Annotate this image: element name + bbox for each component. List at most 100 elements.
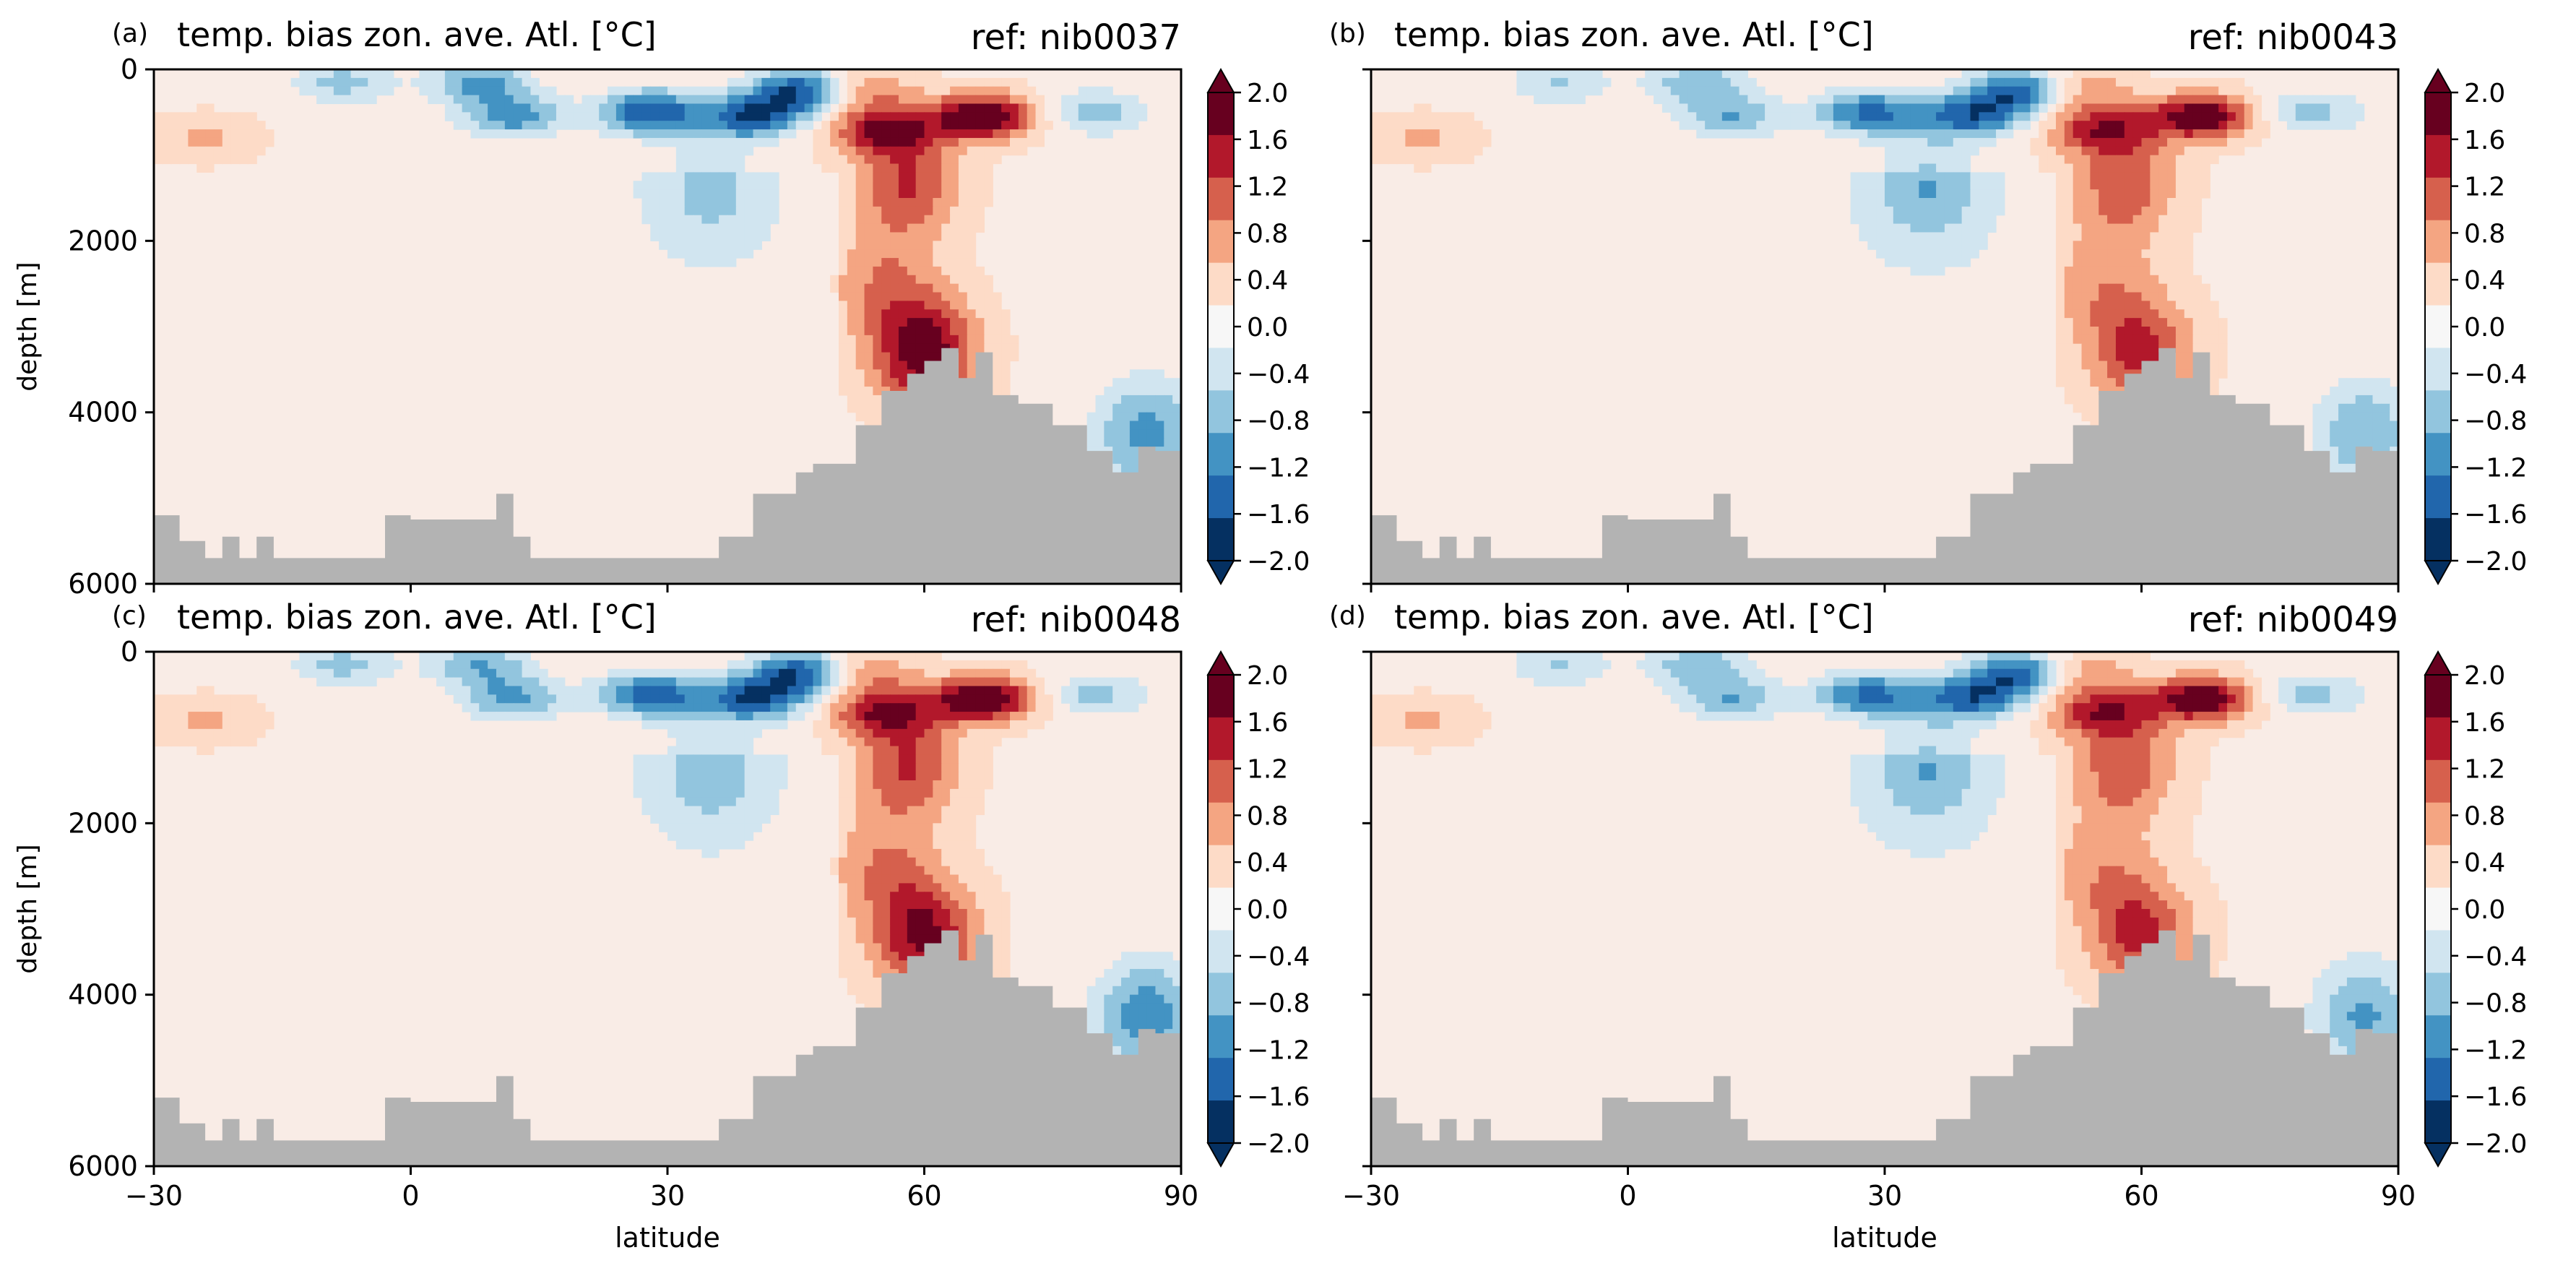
heat-cell: [2081, 103, 2091, 113]
heat-cell: [753, 677, 762, 687]
heat-cell: [2004, 686, 2014, 695]
heat-cell: [2115, 146, 2125, 156]
heat-cell: [2141, 112, 2151, 121]
heat-cell: [684, 814, 694, 824]
heat-cell: [855, 103, 865, 113]
heat-cell: [488, 668, 497, 678]
heat-cell: [2372, 421, 2382, 430]
heat-cell: [2184, 86, 2194, 96]
heat-cell: [873, 172, 882, 181]
heat-cell: [1448, 112, 1458, 121]
heat-cell: [188, 112, 197, 121]
heat-cell: [659, 112, 668, 121]
heat-cell: [1146, 952, 1157, 961]
heat-cell: [890, 266, 899, 276]
heat-cell: [873, 969, 882, 978]
heat-cell: [2021, 69, 2031, 79]
heat-cell: [1927, 163, 1937, 173]
heat-cell: [898, 943, 908, 952]
heat-cell: [1129, 994, 1139, 1004]
heat-cell: [1129, 421, 1139, 430]
heat-cell: [958, 352, 968, 362]
heat-cell: [1001, 378, 1011, 387]
heat-cell: [958, 883, 968, 892]
heat-cell: [444, 69, 454, 79]
heat-cell: [213, 129, 223, 139]
heat-cell: [2115, 668, 2125, 678]
heat-cell: [2132, 232, 2143, 241]
heat-cell: [719, 206, 728, 216]
heat-cell: [2056, 266, 2065, 276]
heat-cell: [881, 103, 891, 113]
heat-cell: [384, 69, 394, 79]
heat-cell: [2073, 198, 2083, 207]
heat-cell: [350, 668, 360, 678]
heat-cell: [710, 832, 719, 841]
heat-cell: [701, 840, 711, 850]
heat-cell: [2175, 172, 2185, 181]
heat-cell: [1146, 1012, 1157, 1021]
heat-cell: [1705, 95, 1714, 105]
heat-cell: [958, 728, 968, 738]
heat-cell: [2184, 206, 2194, 216]
heat-cell: [719, 772, 728, 781]
heat-cell: [847, 848, 857, 858]
heat-cell: [624, 712, 634, 721]
heat-cell: [675, 737, 686, 747]
heat-cell: [1979, 668, 1988, 678]
heat-cell: [659, 814, 668, 824]
heat-cell: [924, 95, 933, 105]
heat-cell: [1112, 112, 1122, 121]
heat-cell: [941, 806, 951, 816]
heat-cell: [881, 361, 891, 370]
heat-cell: [813, 652, 822, 661]
heat-cell: [890, 754, 899, 764]
heat-cell: [744, 788, 754, 798]
heat-cell: [898, 934, 908, 944]
heat-cell: [907, 712, 917, 721]
heat-cell: [650, 137, 660, 147]
heat-cell: [2218, 677, 2228, 687]
heat-cell: [522, 677, 531, 687]
heat-cell: [170, 146, 181, 156]
heat-cell: [1910, 95, 1919, 105]
heat-cell: [2073, 369, 2083, 379]
heat-cell: [615, 86, 626, 96]
y-axis-label-c: depth [m]: [13, 844, 43, 973]
heat-cell: [2073, 112, 2083, 121]
heat-cell: [855, 677, 865, 687]
heat-cell: [881, 737, 891, 747]
heat-cell: [2090, 198, 2099, 207]
heat-cell: [2056, 283, 2065, 293]
heat-cell: [2004, 77, 2014, 87]
heat-cell: [924, 909, 933, 918]
heat-cell: [701, 737, 711, 747]
heat-cell: [1069, 694, 1079, 704]
heat-cell: [1807, 121, 1817, 130]
heat-cell: [154, 129, 163, 139]
heat-cell: [290, 77, 301, 87]
heat-cell: [735, 215, 745, 225]
heat-cell: [933, 163, 942, 173]
heat-cell: [1961, 129, 1971, 139]
heat-cell: [470, 694, 480, 704]
heat-cell: [1679, 686, 1689, 695]
heat-cell: [907, 283, 917, 293]
heat-cell: [1705, 103, 1714, 113]
heat-cell: [504, 677, 514, 687]
heat-cell: [162, 694, 172, 704]
heat-cell: [1867, 223, 1877, 233]
heat-cell: [1422, 121, 1432, 130]
heat-cell: [2107, 378, 2117, 387]
heat-cell: [2073, 361, 2083, 370]
heat-cell: [907, 814, 917, 824]
heat-cell: [479, 77, 488, 87]
heat-cell: [873, 215, 882, 225]
heat-cell: [2099, 249, 2108, 259]
heat-cell: [839, 232, 848, 241]
heat-cell: [933, 129, 942, 139]
heat-cell: [376, 660, 386, 670]
heat-cell: [2167, 275, 2177, 285]
heat-cell: [1164, 421, 1173, 430]
heat-cell: [933, 86, 942, 96]
